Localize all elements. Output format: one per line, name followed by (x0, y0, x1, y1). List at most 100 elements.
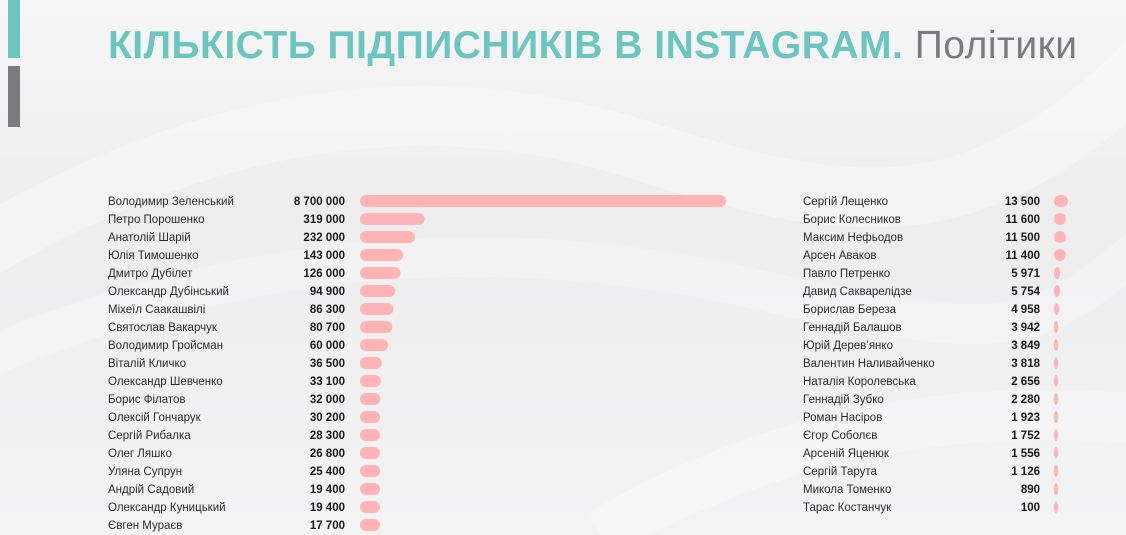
left-name-label: Олександр Куницький (108, 502, 226, 514)
left-value-label: 319 000 (303, 214, 345, 226)
right-bar (1054, 411, 1058, 423)
left-name-label: Володимир Зеленський (108, 196, 234, 208)
right-name-label: Наталія Королевська (803, 376, 916, 388)
left-value-label: 25 400 (310, 466, 345, 478)
right-value-label: 1 923 (1011, 412, 1040, 424)
left-value-label: 32 000 (310, 394, 345, 406)
right-name-label: Геннадій Зубко (803, 394, 884, 406)
left-bar (360, 393, 381, 405)
right-name-label: Микола Томенко (803, 484, 891, 496)
left-name-label: Борис Філатов (108, 394, 186, 406)
right-name-label: Борислав Береза (803, 304, 897, 316)
left-name-label: Олександр Шевченко (108, 376, 223, 388)
left-name-label: Дмитро Дубілет (108, 268, 193, 280)
right-value-label: 4 958 (1011, 304, 1040, 316)
left-bar (360, 357, 382, 369)
left-bar (360, 303, 394, 315)
left-name-label: Андрій Садовий (108, 484, 194, 496)
left-value-label: 143 000 (303, 250, 345, 262)
right-bar (1054, 213, 1066, 225)
right-bar (1054, 375, 1058, 387)
right-bar (1054, 303, 1060, 315)
right-bar (1054, 267, 1061, 279)
right-bar (1054, 231, 1066, 243)
left-value-label: 60 000 (310, 340, 345, 352)
right-name-label: Валентин Наливайченко (803, 358, 935, 370)
left-value-label: 94 900 (310, 286, 345, 298)
right-value-label: 11 600 (1005, 214, 1040, 226)
right-name-label: Максим Нефьодов (803, 232, 903, 244)
right-name-label: Юрій Дерев’янко (803, 340, 893, 352)
left-value-label: 17 700 (310, 520, 345, 532)
left-value-label: 33 100 (310, 376, 345, 388)
left-value-label: 28 300 (310, 430, 345, 442)
right-bar (1054, 195, 1068, 207)
right-value-label: 5 971 (1011, 268, 1040, 280)
left-value-label: 19 400 (310, 502, 345, 514)
right-value-label: 100 (1021, 502, 1040, 514)
right-bar (1054, 501, 1058, 513)
left-bar (360, 375, 381, 387)
right-bar (1054, 465, 1058, 477)
left-bar (360, 411, 380, 423)
right-name-label: Сергій Лещенко (803, 196, 888, 208)
accent-bar-gray (8, 66, 20, 127)
left-bar (360, 231, 415, 243)
left-value-label: 36 500 (310, 358, 345, 370)
left-name-label: Віталій Кличко (108, 358, 186, 370)
right-name-label: Тарас Костанчук (803, 502, 892, 514)
right-bar (1054, 249, 1066, 261)
left-name-label: Святослав Вакарчук (108, 322, 218, 334)
right-name-label: Арсеній Яценюк (803, 448, 890, 460)
right-bar (1054, 357, 1058, 369)
left-bar (360, 447, 380, 459)
right-name-label: Геннадій Балашов (803, 322, 902, 334)
right-value-label: 13 500 (1005, 196, 1040, 208)
right-name-label: Борис Колесников (803, 214, 901, 226)
left-name-label: Петро Порошенко (108, 214, 205, 226)
left-value-label: 19 400 (310, 484, 345, 496)
left-value-label: 8 700 000 (294, 196, 345, 208)
right-value-label: 5 754 (1011, 286, 1040, 298)
left-bar (360, 249, 404, 261)
left-bar (360, 213, 425, 225)
right-name-label: Єгор Соболєв (803, 430, 877, 442)
left-value-label: 232 000 (303, 232, 345, 244)
right-value-label: 3 942 (1011, 322, 1040, 334)
right-bar (1054, 321, 1059, 333)
left-name-label: Володимир Гройсман (108, 340, 223, 352)
right-value-label: 3 818 (1011, 358, 1040, 370)
left-bar (360, 483, 380, 495)
right-bar (1054, 339, 1058, 351)
right-value-label: 11 500 (1005, 232, 1040, 244)
left-name-label: Євген Мураєв (108, 520, 182, 532)
left-bar (360, 501, 380, 513)
right-bar (1054, 483, 1058, 495)
left-name-label: Олег Ляшко (108, 448, 172, 460)
left-value-label: 126 000 (303, 268, 345, 280)
right-name-label: Сергій Тарута (803, 466, 878, 478)
right-value-label: 890 (1021, 484, 1040, 496)
right-value-label: 1 556 (1011, 448, 1040, 460)
left-name-label: Міхеїл Саакашвілі (108, 304, 205, 316)
left-name-label: Юлія Тимошенко (108, 250, 199, 262)
left-value-label: 30 200 (310, 412, 345, 424)
left-value-label: 80 700 (310, 322, 345, 334)
right-name-label: Арсен Аваков (803, 250, 876, 262)
right-bar (1054, 285, 1060, 297)
right-name-label: Павло Петренко (803, 268, 890, 280)
title-main: КІЛЬКІСТЬ ПІДПИСНИКІВ В INSTAGRAM. (108, 24, 904, 67)
right-bar (1054, 447, 1058, 459)
left-value-label: 86 300 (310, 304, 345, 316)
left-bar (360, 429, 380, 441)
left-bar (360, 519, 380, 531)
right-bar (1054, 393, 1058, 405)
left-bar (360, 339, 388, 351)
accent-bar-teal (8, 0, 20, 58)
left-name-label: Олексій Гончарук (108, 412, 202, 424)
right-bar (1054, 429, 1058, 441)
title-sub: Політики (914, 24, 1078, 67)
left-bar (360, 285, 396, 297)
right-value-label: 1 126 (1011, 466, 1040, 478)
